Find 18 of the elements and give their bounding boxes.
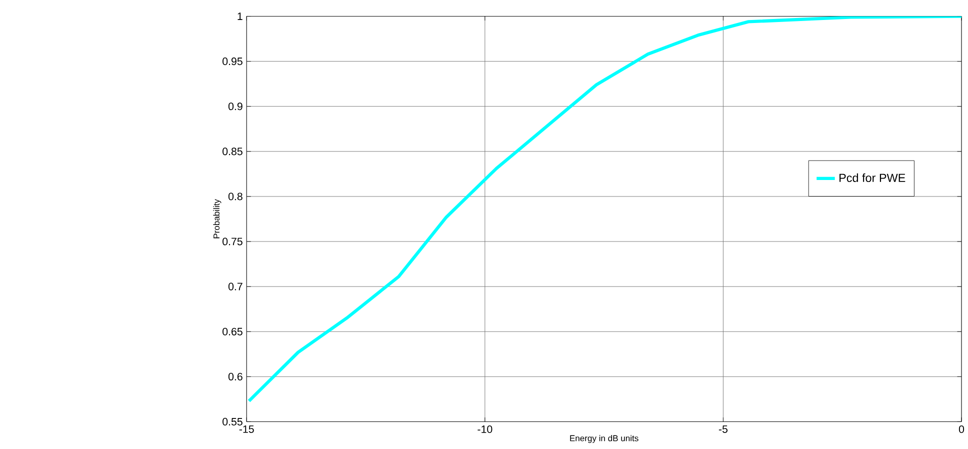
y-tick-label: 0.95 <box>222 57 242 65</box>
x-tick-label: -10 <box>478 425 492 433</box>
x-axis-title: Energy in dB units <box>570 434 638 443</box>
x-tick-label: 0 <box>958 425 964 433</box>
legend-label: Pcd for PWE <box>840 173 906 182</box>
y-tick-label: 0.75 <box>222 238 242 246</box>
x-tick-label: -15 <box>239 425 254 433</box>
y-tick-label: 0.7 <box>228 282 242 290</box>
y-tick-label: 1 <box>238 12 242 20</box>
y-tick-label: 0.9 <box>228 102 242 110</box>
y-tick-label: 0.55 <box>222 418 242 426</box>
line-series <box>247 16 962 402</box>
y-tick-label: 0.6 <box>228 372 242 380</box>
y-tick-label: 0.8 <box>228 192 242 200</box>
x-tick-label: -5 <box>718 425 728 433</box>
y-tick-label: 0.85 <box>222 147 242 155</box>
y-axis-title: Probability <box>213 198 222 238</box>
y-tick-label: 0.65 <box>222 328 242 336</box>
